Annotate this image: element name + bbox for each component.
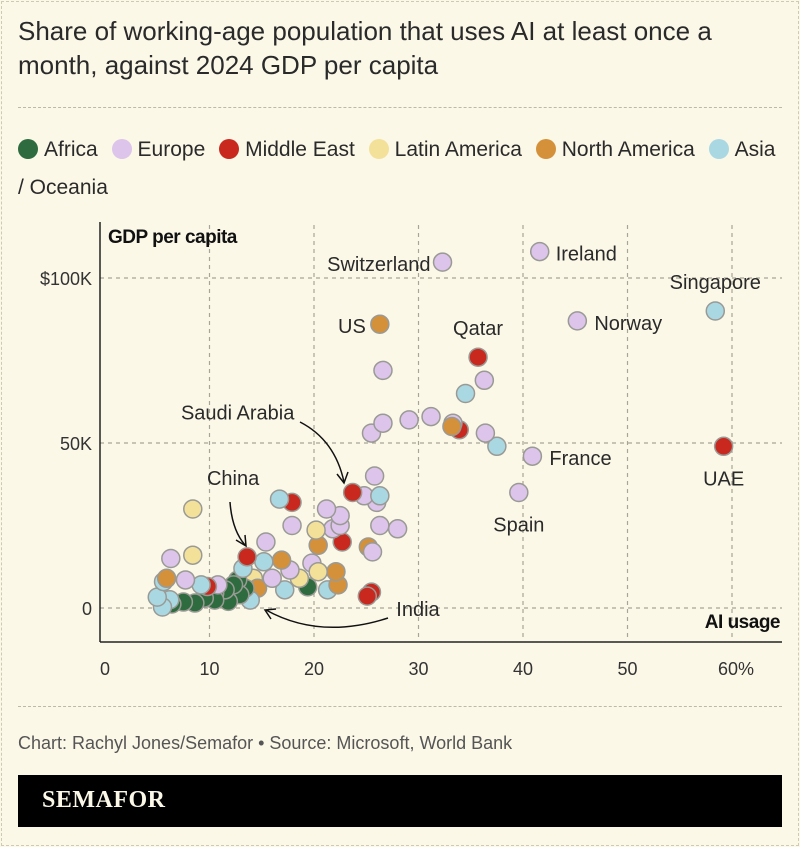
chart-title: Share of working-age population that use…: [18, 16, 712, 80]
divider-bottom: [18, 706, 782, 707]
x-tick-label: 30: [408, 659, 428, 679]
divider-top: [18, 107, 782, 108]
legend-label: North America: [561, 138, 695, 161]
x-tick-label: 40: [513, 659, 533, 679]
legend-item-middle-east: Middle East: [219, 138, 355, 161]
data-point: [370, 314, 390, 334]
data-point: [370, 486, 390, 506]
annotation-label: Switzerland: [327, 254, 430, 276]
legend-swatch: [368, 139, 389, 159]
data-point: [271, 550, 292, 570]
y-tick-label: 0: [82, 599, 92, 619]
saudi-arabia-arrow: [299, 421, 345, 483]
annotation-label: UAE: [703, 468, 744, 490]
data-point: [522, 446, 543, 466]
x-tick-label: 0: [100, 659, 110, 679]
legend-swatch: [111, 139, 132, 159]
legend-label: Latin America: [394, 138, 522, 161]
x-tick-label: 10: [199, 659, 219, 679]
data-point: [316, 499, 337, 519]
legend-label: Asia / Oceania: [18, 138, 776, 199]
data-point: [373, 413, 393, 433]
data-point: [183, 545, 203, 565]
india-arrow-head: [263, 608, 277, 620]
x-tick-label: 60%: [718, 659, 754, 679]
data-point: [254, 552, 274, 572]
saudi-arabia-arrow-head: [336, 471, 349, 485]
data-point: [362, 542, 383, 562]
x-tick-label: 20: [304, 659, 324, 679]
data-point: [468, 347, 488, 367]
legend-item-europe: Europe: [111, 138, 206, 161]
annotation-label: Norway: [594, 313, 662, 335]
scatter-plot: 0 10 20 30 40 50 60% 0 50K $100K GDP per capita AI …: [40, 222, 782, 679]
data-point: [269, 489, 290, 509]
y-tick-label: $100K: [40, 269, 92, 289]
legend-label: Middle East: [245, 138, 355, 161]
chart-credit: Chart: Rachyl Jones/Semafor • Source: Mi…: [18, 733, 513, 753]
legend-item-latin-america: Latin America: [368, 138, 522, 161]
data-point: [364, 466, 385, 486]
data-point: [713, 436, 734, 457]
data-point: [262, 568, 282, 589]
legend-item-north-america: North America: [535, 138, 695, 161]
data-point: [274, 580, 295, 600]
annotation-label: India: [396, 599, 440, 621]
data-point: [432, 252, 453, 272]
data-point: [475, 423, 496, 443]
legend-swatch: [18, 139, 38, 159]
data-point: [455, 383, 476, 404]
data-point: [421, 406, 441, 427]
india-arrow: [265, 609, 389, 629]
data-point: [175, 570, 196, 590]
annotation-label: Singapore: [670, 272, 761, 294]
brand-bar: SEMAFOR: [18, 775, 782, 827]
x-tick-label: 50: [617, 659, 637, 679]
data-point: [156, 568, 177, 589]
data-point: [509, 482, 529, 503]
annotation-label: Ireland: [556, 244, 617, 266]
legend-swatch: [219, 139, 240, 159]
x-axis-title: AI usage: [705, 612, 780, 633]
data-point: [442, 416, 462, 437]
china-arrow-head: [235, 534, 247, 548]
legend-label: Africa: [44, 138, 98, 161]
data-point: [387, 519, 408, 539]
legend-item-africa: Africa: [18, 138, 98, 161]
data-point: [357, 586, 378, 606]
y-tick-label: 50K: [60, 434, 92, 454]
data-point: [326, 561, 346, 582]
data-point: [705, 301, 726, 321]
brand-logo: SEMAFOR: [42, 787, 166, 813]
data-point: [282, 515, 302, 536]
data-point: [567, 311, 588, 331]
legend-item-asia-oceania: Asia / Oceania: [18, 138, 775, 199]
data-point: [370, 515, 390, 536]
data-point: [161, 548, 181, 569]
data-point: [183, 499, 203, 519]
legend: Africa Europe Middle East Latin America …: [18, 131, 778, 207]
annotation-label: US: [338, 316, 366, 338]
china-arrow: [229, 501, 246, 546]
data-point: [308, 561, 328, 582]
annotation-label: Qatar: [453, 318, 503, 340]
data-point: [399, 410, 419, 430]
data-point: [237, 547, 257, 567]
legend-swatch: [708, 139, 729, 159]
annotation-label: China: [207, 468, 260, 490]
data-point: [373, 360, 393, 381]
data-point: [342, 482, 363, 503]
data-point: [529, 241, 550, 262]
data-point: [256, 532, 276, 552]
legend-label: Europe: [137, 138, 206, 161]
data-point: [306, 520, 326, 540]
data-point: [487, 436, 507, 457]
legend-swatch: [535, 139, 556, 159]
annotation-label: Spain: [493, 515, 544, 537]
annotation-label: France: [549, 448, 611, 470]
y-axis-title: GDP per capita: [108, 227, 238, 248]
data-point: [474, 370, 495, 391]
annotation-label: Saudi Arabia: [181, 403, 295, 425]
